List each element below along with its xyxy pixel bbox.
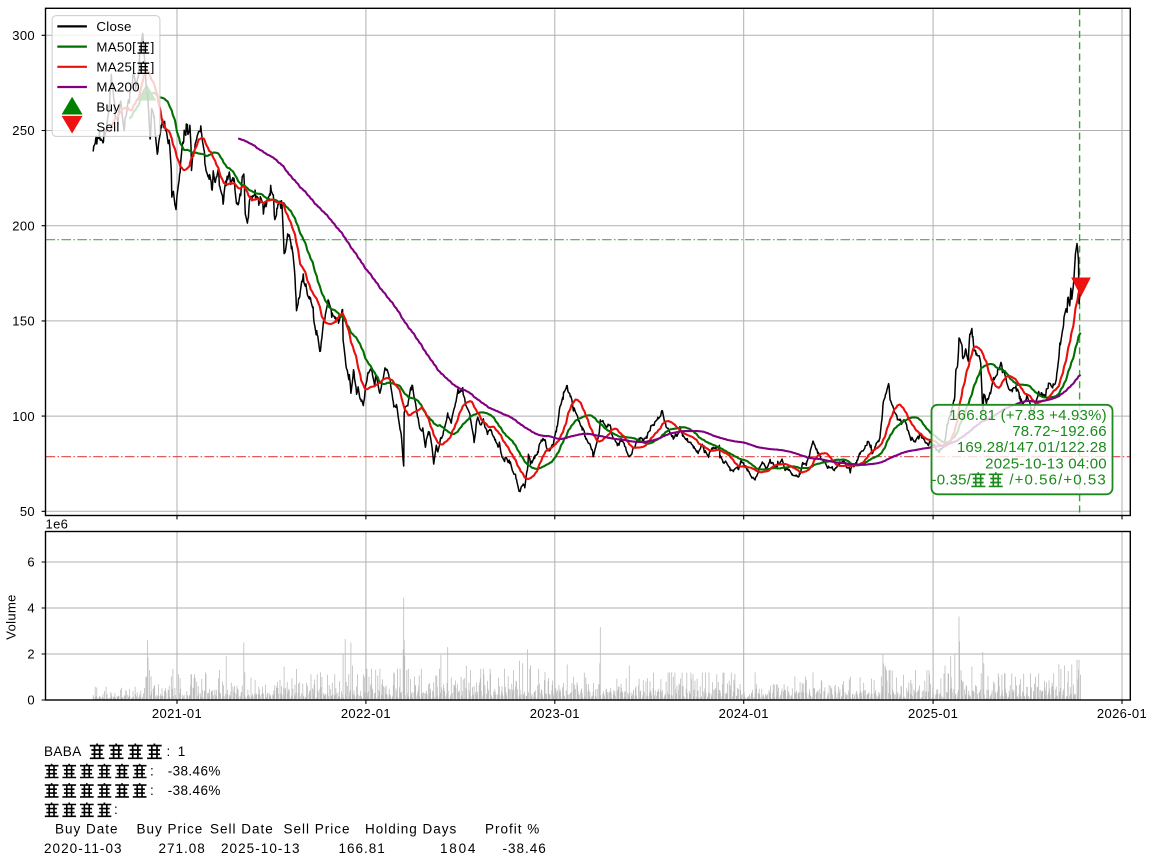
svg-text:150: 150 [12, 314, 35, 329]
svg-text:2024-01: 2024-01 [719, 706, 769, 721]
svg-text:2021-01: 2021-01 [152, 706, 202, 721]
svg-text:MA50[: MA50[ [96, 39, 136, 54]
svg-text:2025-10-13: 2025-10-13 [221, 841, 301, 856]
svg-text:Holding Days: Holding Days [365, 822, 457, 837]
svg-text:166.81 (+7.83 +4.93%): 166.81 (+7.83 +4.93%) [949, 407, 1107, 424]
svg-text:-38.46%: -38.46% [168, 763, 221, 778]
svg-text:2020-11-03: 2020-11-03 [44, 841, 123, 856]
svg-text:Sell Price: Sell Price [284, 822, 351, 837]
svg-text::: : [150, 783, 154, 798]
svg-text:MA200: MA200 [96, 80, 139, 95]
svg-text:1e6: 1e6 [46, 517, 69, 532]
svg-text:Volume: Volume [3, 594, 18, 639]
svg-text:]: ] [151, 39, 155, 54]
svg-text:BABA: BABA [44, 744, 82, 759]
svg-text:0: 0 [27, 693, 35, 708]
svg-text:2025-10-13 04:00: 2025-10-13 04:00 [985, 455, 1107, 472]
svg-text:Buy Price: Buy Price [137, 822, 204, 837]
svg-text:200: 200 [12, 218, 35, 233]
svg-text:1804: 1804 [440, 841, 477, 856]
svg-text:100: 100 [12, 409, 35, 424]
svg-text:-0.35/: -0.35/ [932, 472, 972, 489]
svg-text:300: 300 [12, 28, 35, 43]
svg-text:1: 1 [178, 744, 186, 759]
svg-text:166.81: 166.81 [339, 841, 386, 856]
svg-text:6: 6 [27, 555, 35, 570]
svg-text:Buy: Buy [96, 100, 120, 115]
svg-text:Profit %: Profit % [485, 822, 540, 837]
svg-text:50: 50 [20, 504, 35, 519]
svg-text:-38.46%: -38.46% [168, 783, 221, 798]
svg-text:78.72~192.66: 78.72~192.66 [1012, 423, 1107, 440]
svg-text:Close: Close [96, 19, 131, 34]
svg-text:2026-01: 2026-01 [1097, 706, 1147, 721]
svg-text:Sell Date: Sell Date [210, 822, 274, 837]
svg-text:250: 250 [12, 123, 35, 138]
svg-text:2: 2 [27, 647, 35, 662]
svg-text:2025-01: 2025-01 [908, 706, 958, 721]
svg-text::: : [150, 763, 154, 778]
svg-text:/+0.56/+0.53: /+0.56/+0.53 [1009, 472, 1106, 489]
svg-text:Sell: Sell [96, 119, 119, 134]
svg-text:2022-01: 2022-01 [341, 706, 391, 721]
svg-text::: : [167, 744, 171, 759]
svg-text:169.28/147.01/122.28: 169.28/147.01/122.28 [957, 439, 1107, 456]
svg-text:2023-01: 2023-01 [530, 706, 580, 721]
svg-text:]: ] [151, 60, 155, 75]
svg-text:-38.46: -38.46 [503, 841, 547, 856]
svg-text::: : [114, 802, 118, 817]
svg-text:4: 4 [27, 601, 35, 616]
svg-text:271.08: 271.08 [159, 841, 206, 856]
svg-text:MA25[: MA25[ [96, 60, 136, 75]
svg-text:Buy Date: Buy Date [55, 822, 119, 837]
